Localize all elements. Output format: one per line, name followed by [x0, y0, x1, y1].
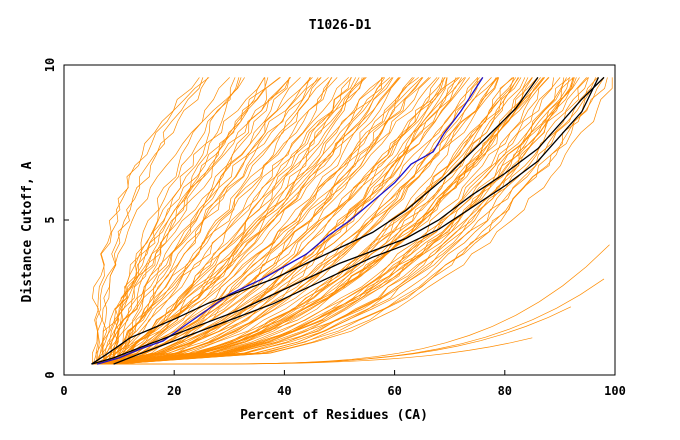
model-curve: [96, 77, 597, 365]
model-curve: [107, 77, 446, 365]
model-curve: [115, 77, 515, 365]
model-curve: [110, 77, 419, 365]
model-curve: [101, 77, 209, 365]
model-curve: [115, 77, 448, 365]
model-curve: [104, 77, 519, 365]
model-curve: [109, 77, 613, 365]
model-curve: [111, 77, 465, 365]
model-curve: [115, 77, 513, 365]
model-curve: [141, 244, 610, 365]
model-curve: [104, 77, 313, 365]
model-curve: [113, 77, 265, 365]
model-curve: [99, 77, 587, 365]
model-curve: [93, 77, 544, 365]
model-curve: [114, 77, 352, 365]
model-curve: [108, 77, 466, 365]
model-curve: [108, 77, 440, 365]
model-curve: [92, 77, 312, 365]
y-tick-label: 10: [43, 58, 57, 72]
model-curve: [104, 77, 533, 365]
model-curve: [98, 77, 394, 365]
series-line-4: [113, 77, 600, 365]
x-tick-label: 20: [167, 384, 181, 398]
model-curve: [112, 77, 242, 365]
model-curve: [119, 77, 240, 365]
model-curve: [111, 77, 526, 365]
model-curve: [99, 77, 430, 365]
model-curve: [101, 77, 545, 365]
x-tick-label: 40: [277, 384, 291, 398]
model-curve: [101, 77, 349, 365]
x-tick-label: 0: [60, 384, 67, 398]
y-axis-ticks: 0 5 10: [43, 58, 69, 379]
model-curve: [102, 77, 423, 365]
x-tick-label: 60: [387, 384, 401, 398]
model-curve: [98, 77, 333, 365]
highlighted-series: [91, 76, 605, 365]
model-curve: [98, 77, 291, 365]
model-curve: [122, 77, 500, 365]
model-curve-bundle: [92, 77, 613, 365]
model-curve: [109, 77, 399, 365]
model-curve: [107, 77, 400, 365]
model-curve: [100, 77, 589, 365]
model-curve: [100, 77, 549, 365]
model-curve: [114, 77, 599, 365]
model-curve: [112, 77, 329, 365]
model-curve: [108, 77, 266, 365]
model-curve: [113, 77, 438, 365]
x-axis-ticks: 0 20 40 60 80 100: [60, 370, 626, 398]
model-curve: [95, 77, 499, 365]
model-curve: [117, 77, 322, 365]
model-curve: [119, 77, 281, 365]
model-curve: [92, 77, 210, 365]
model-curve: [96, 77, 424, 365]
model-curve: [103, 77, 290, 365]
model-curve: [94, 77, 391, 365]
x-tick-label: 80: [498, 384, 512, 398]
chart-title: T1026-D1: [309, 18, 372, 33]
model-curve: [101, 77, 517, 365]
model-curve: [118, 77, 499, 365]
model-curve: [111, 77, 322, 365]
model-curve: [110, 77, 366, 365]
model-curve: [99, 77, 393, 365]
model-curve: [106, 77, 338, 365]
model-curve: [120, 77, 574, 365]
model-curve: [94, 77, 605, 365]
model-curve: [116, 77, 431, 365]
model-curve: [112, 77, 383, 365]
x-axis-label: Percent of Residues (CA): [240, 408, 428, 423]
model-curve: [106, 77, 567, 365]
model-curve: [95, 77, 415, 365]
model-curve: [104, 77, 280, 365]
model-curve: [117, 77, 575, 365]
model-curve: [94, 77, 290, 365]
model-curve: [105, 77, 555, 365]
series-line-1: [96, 77, 484, 365]
model-curve: [114, 77, 522, 365]
series-line-2: [91, 77, 539, 365]
x-tick-label: 100: [604, 384, 626, 398]
model-curve: [120, 77, 401, 365]
series-line-3: [91, 76, 605, 365]
model-curve: [96, 77, 382, 365]
model-curve: [106, 77, 357, 365]
model-curve: [101, 77, 319, 365]
model-curve: [94, 77, 459, 365]
y-axis-label: Distance Cutoff, A: [20, 161, 35, 302]
y-tick-label: 5: [43, 216, 57, 223]
model-curve: [102, 77, 204, 365]
model-curve: [97, 77, 574, 365]
model-curve: [95, 77, 245, 365]
model-curve: [96, 77, 492, 365]
model-curve: [97, 77, 200, 365]
y-tick-label: 0: [43, 371, 57, 378]
model-curve: [116, 77, 608, 365]
model-curve: [112, 77, 574, 365]
